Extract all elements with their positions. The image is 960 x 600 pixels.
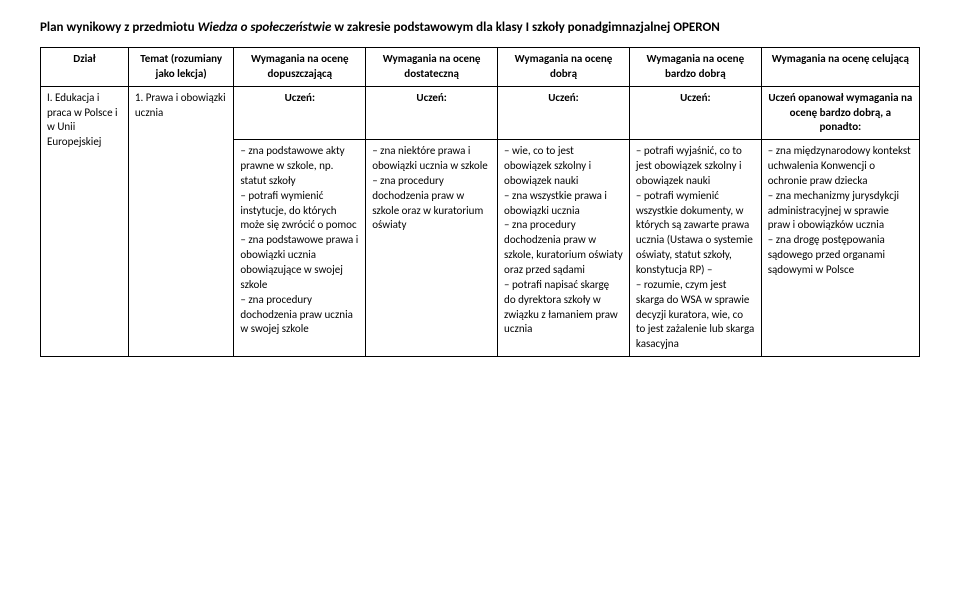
header-cel: Wymagania na ocenę celującą <box>761 48 919 87</box>
subhead-dost: Uczeń: <box>366 86 498 140</box>
header-dzial: Dział <box>41 48 129 87</box>
title-italic: Wiedza o społeczeństwie <box>198 20 332 35</box>
curriculum-table: Dział Temat (rozumiany jako lekcja) Wyma… <box>40 47 920 357</box>
subhead-cel: Uczeń opanował wymagania na ocenę bardzo… <box>761 86 919 140</box>
cell-cel: – zna międzynarodowy kontekst uchwalenia… <box>761 140 919 357</box>
header-dop: Wymagania na ocenę dopuszczającą <box>234 48 366 87</box>
cell-dop: – zna podstawowe akty prawne w szkole, n… <box>234 140 366 357</box>
cell-dobr: – wie, co to jest obowiązek szkolny i ob… <box>498 140 630 357</box>
title-prefix: Plan wynikowy z przedmiotu <box>40 20 198 35</box>
cell-dzial: I. Edukacja i praca w Polsce i w Unii Eu… <box>41 86 129 356</box>
header-temat: Temat (rozumiany jako lekcja) <box>128 48 233 87</box>
cell-bdobr: – potrafi wyjaśnić, co to jest obowiązek… <box>629 140 761 357</box>
subhead-dop: Uczeń: <box>234 86 366 140</box>
header-row: Dział Temat (rozumiany jako lekcja) Wyma… <box>41 48 920 87</box>
header-dobr: Wymagania na ocenę dobrą <box>498 48 630 87</box>
cell-dost: – zna niektóre prawa i obowiązki ucznia … <box>366 140 498 357</box>
subhead-dobr: Uczeń: <box>498 86 630 140</box>
header-dost: Wymagania na ocenę dostateczną <box>366 48 498 87</box>
cell-temat: 1. Prawa i obowiązki ucznia <box>128 86 233 356</box>
header-bdobr: Wymagania na ocenę bardzo dobrą <box>629 48 761 87</box>
subheader-row: I. Edukacja i praca w Polsce i w Unii Eu… <box>41 86 920 140</box>
subhead-bdobr: Uczeń: <box>629 86 761 140</box>
title-suffix: w zakresie podstawowym dla klasy I szkoł… <box>331 20 719 35</box>
page-title: Plan wynikowy z przedmiotu Wiedza o społ… <box>40 20 920 35</box>
